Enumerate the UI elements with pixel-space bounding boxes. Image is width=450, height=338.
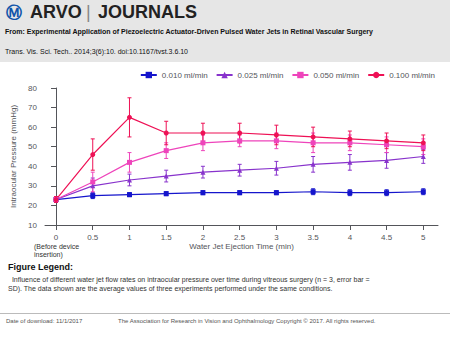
svg-text:0.025 ml/min: 0.025 ml/min [238, 71, 284, 80]
svg-text:0.010 ml/min: 0.010 ml/min [162, 71, 208, 80]
svg-text:2: 2 [201, 233, 206, 242]
svg-text:10: 10 [28, 221, 37, 230]
svg-text:20: 20 [28, 201, 37, 210]
svg-text:Trans. Vis. Sci. Tech.. 2014;3: Trans. Vis. Sci. Tech.. 2014;3(6):10. do… [5, 48, 188, 56]
svg-text:insertion): insertion) [34, 251, 63, 259]
svg-text:40: 40 [28, 162, 37, 171]
svg-text:60: 60 [28, 123, 37, 132]
svg-text:ARVO: ARVO [30, 2, 82, 22]
svg-text:Figure Legend:: Figure Legend: [8, 262, 73, 272]
svg-text:Intraocular Pressure (mmHg): Intraocular Pressure (mmHg) [9, 105, 18, 208]
svg-text:The Association for Research i: The Association for Research in Vision a… [118, 318, 376, 324]
svg-text:3: 3 [274, 233, 279, 242]
svg-text:From: Experimental Application: From: Experimental Application of Piezoe… [5, 28, 373, 36]
svg-text:70: 70 [28, 103, 37, 112]
svg-text:0.5: 0.5 [87, 233, 99, 242]
svg-text:1.5: 1.5 [161, 233, 173, 242]
svg-text:0.100 ml/min: 0.100 ml/min [389, 71, 435, 80]
svg-text:Water Jet Ejection Time (min): Water Jet Ejection Time (min) [189, 242, 294, 251]
svg-text:30: 30 [28, 181, 37, 190]
svg-text:4: 4 [348, 233, 353, 242]
svg-text:Influence of different water j: Influence of different water jet flow ra… [8, 276, 370, 284]
svg-text:SD). The data shown are the av: SD). The data shown are the average valu… [8, 285, 332, 293]
svg-text:3.5: 3.5 [308, 233, 320, 242]
svg-text:0: 0 [54, 233, 59, 242]
svg-text:50: 50 [28, 142, 37, 151]
svg-text:2.5: 2.5 [234, 233, 246, 242]
svg-text:5: 5 [421, 233, 426, 242]
svg-text:JOURNALS: JOURNALS [98, 2, 197, 22]
svg-text:Date of download: 11/1/2017: Date of download: 11/1/2017 [6, 318, 83, 324]
svg-text:80: 80 [28, 84, 37, 93]
svg-text:1: 1 [127, 233, 132, 242]
svg-text:|: | [86, 2, 91, 22]
svg-text:4.5: 4.5 [381, 233, 393, 242]
svg-text:Ⓜ: Ⓜ [6, 3, 22, 22]
svg-text:(Before device: (Before device [34, 243, 79, 251]
svg-text:0.050 ml/min: 0.050 ml/min [313, 71, 359, 80]
